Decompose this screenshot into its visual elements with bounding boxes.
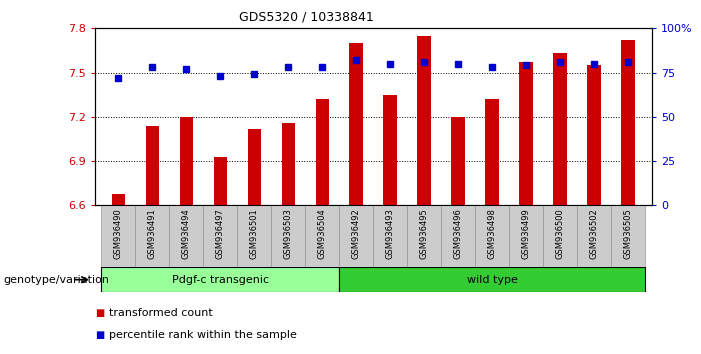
FancyBboxPatch shape	[102, 267, 339, 292]
Text: GSM936505: GSM936505	[624, 209, 632, 259]
Bar	[214, 156, 227, 205]
Bar	[383, 95, 397, 205]
Bar	[418, 36, 431, 205]
Text: GSM936491: GSM936491	[148, 209, 157, 259]
FancyBboxPatch shape	[135, 205, 170, 267]
FancyBboxPatch shape	[577, 205, 611, 267]
FancyBboxPatch shape	[102, 205, 135, 267]
Text: ■: ■	[95, 330, 104, 339]
Text: genotype/variation: genotype/variation	[4, 275, 109, 285]
FancyBboxPatch shape	[238, 205, 271, 267]
Bar	[146, 126, 159, 205]
Text: GSM936496: GSM936496	[454, 209, 463, 259]
FancyBboxPatch shape	[475, 205, 509, 267]
Text: GSM936502: GSM936502	[590, 209, 599, 259]
Text: GSM936493: GSM936493	[386, 209, 395, 259]
Text: ■: ■	[95, 308, 104, 318]
FancyBboxPatch shape	[374, 205, 407, 267]
Text: GSM936503: GSM936503	[284, 209, 293, 259]
Bar	[587, 65, 601, 205]
Text: GSM936490: GSM936490	[114, 209, 123, 259]
FancyBboxPatch shape	[543, 205, 577, 267]
FancyBboxPatch shape	[441, 205, 475, 267]
FancyBboxPatch shape	[170, 205, 203, 267]
Text: GSM936494: GSM936494	[182, 209, 191, 259]
Bar	[350, 43, 363, 205]
Text: GSM936500: GSM936500	[556, 209, 565, 259]
Bar	[519, 62, 533, 205]
Text: GSM936501: GSM936501	[250, 209, 259, 259]
FancyBboxPatch shape	[203, 205, 238, 267]
FancyBboxPatch shape	[339, 205, 374, 267]
FancyBboxPatch shape	[509, 205, 543, 267]
Bar	[485, 99, 499, 205]
FancyBboxPatch shape	[339, 267, 645, 292]
Title: GDS5320 / 10338841: GDS5320 / 10338841	[239, 11, 374, 24]
Text: wild type: wild type	[467, 275, 517, 285]
Bar	[111, 194, 125, 205]
Bar	[451, 117, 465, 205]
Bar	[179, 117, 193, 205]
Text: GSM936497: GSM936497	[216, 209, 225, 259]
Text: transformed count: transformed count	[109, 308, 212, 318]
Bar	[247, 129, 261, 205]
FancyBboxPatch shape	[306, 205, 339, 267]
Text: GSM936504: GSM936504	[318, 209, 327, 259]
Text: GSM936492: GSM936492	[352, 209, 361, 259]
Bar	[621, 40, 635, 205]
Text: GSM936499: GSM936499	[522, 209, 531, 259]
Text: Pdgf-c transgenic: Pdgf-c transgenic	[172, 275, 269, 285]
Bar	[315, 99, 329, 205]
FancyBboxPatch shape	[271, 205, 306, 267]
Bar	[553, 53, 567, 205]
Text: percentile rank within the sample: percentile rank within the sample	[109, 330, 297, 339]
FancyBboxPatch shape	[611, 205, 645, 267]
FancyBboxPatch shape	[407, 205, 441, 267]
Text: GSM936495: GSM936495	[420, 209, 429, 259]
Text: GSM936498: GSM936498	[488, 209, 497, 259]
Bar	[282, 123, 295, 205]
